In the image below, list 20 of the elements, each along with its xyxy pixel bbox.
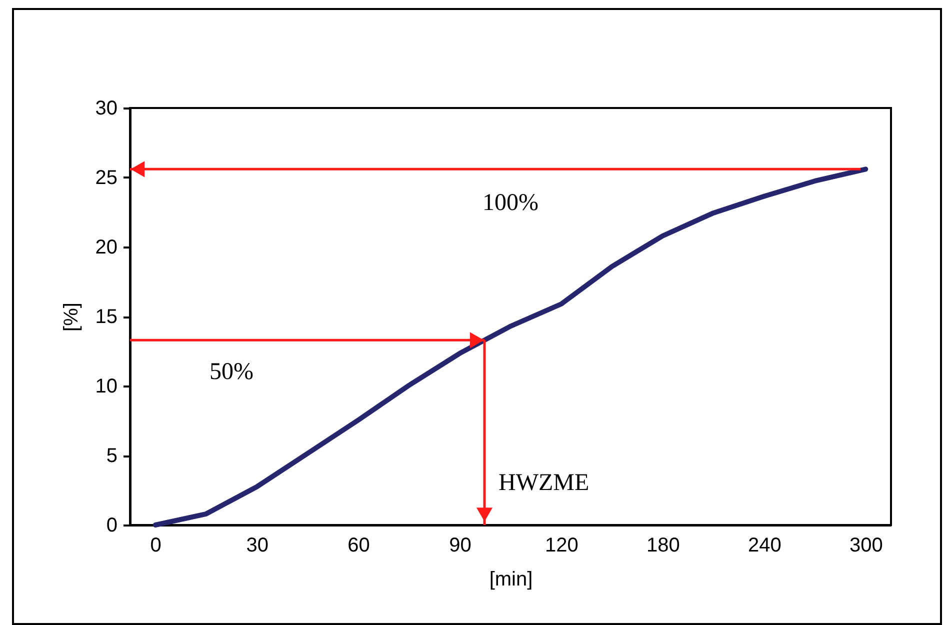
- x-tick-label: 120: [545, 534, 578, 556]
- y-tick-label: 0: [106, 514, 118, 536]
- y-tick-label: 30: [95, 98, 118, 120]
- x-tick-label: 90: [449, 534, 472, 556]
- annotation: HWZME: [498, 470, 590, 496]
- annotation: 100%: [482, 190, 538, 216]
- x-tick-label: 240: [748, 534, 782, 556]
- y-axis-title: [%]: [60, 302, 82, 332]
- y-tick-label: 20: [95, 236, 118, 258]
- x-tick-label: 60: [348, 534, 370, 556]
- y-tick-label: 10: [95, 376, 118, 398]
- x-tick-label: 0: [150, 534, 162, 556]
- x-tick-label: 300: [849, 534, 883, 556]
- x-axis-title: [min]: [489, 568, 533, 590]
- y-tick-label: 5: [106, 445, 118, 467]
- annotation: 50%: [209, 359, 254, 386]
- y-tick-label: 25: [95, 167, 118, 189]
- x-tick-label: 30: [246, 534, 268, 556]
- y-tick-label: 15: [95, 306, 118, 328]
- x-tick-label: 180: [646, 534, 680, 556]
